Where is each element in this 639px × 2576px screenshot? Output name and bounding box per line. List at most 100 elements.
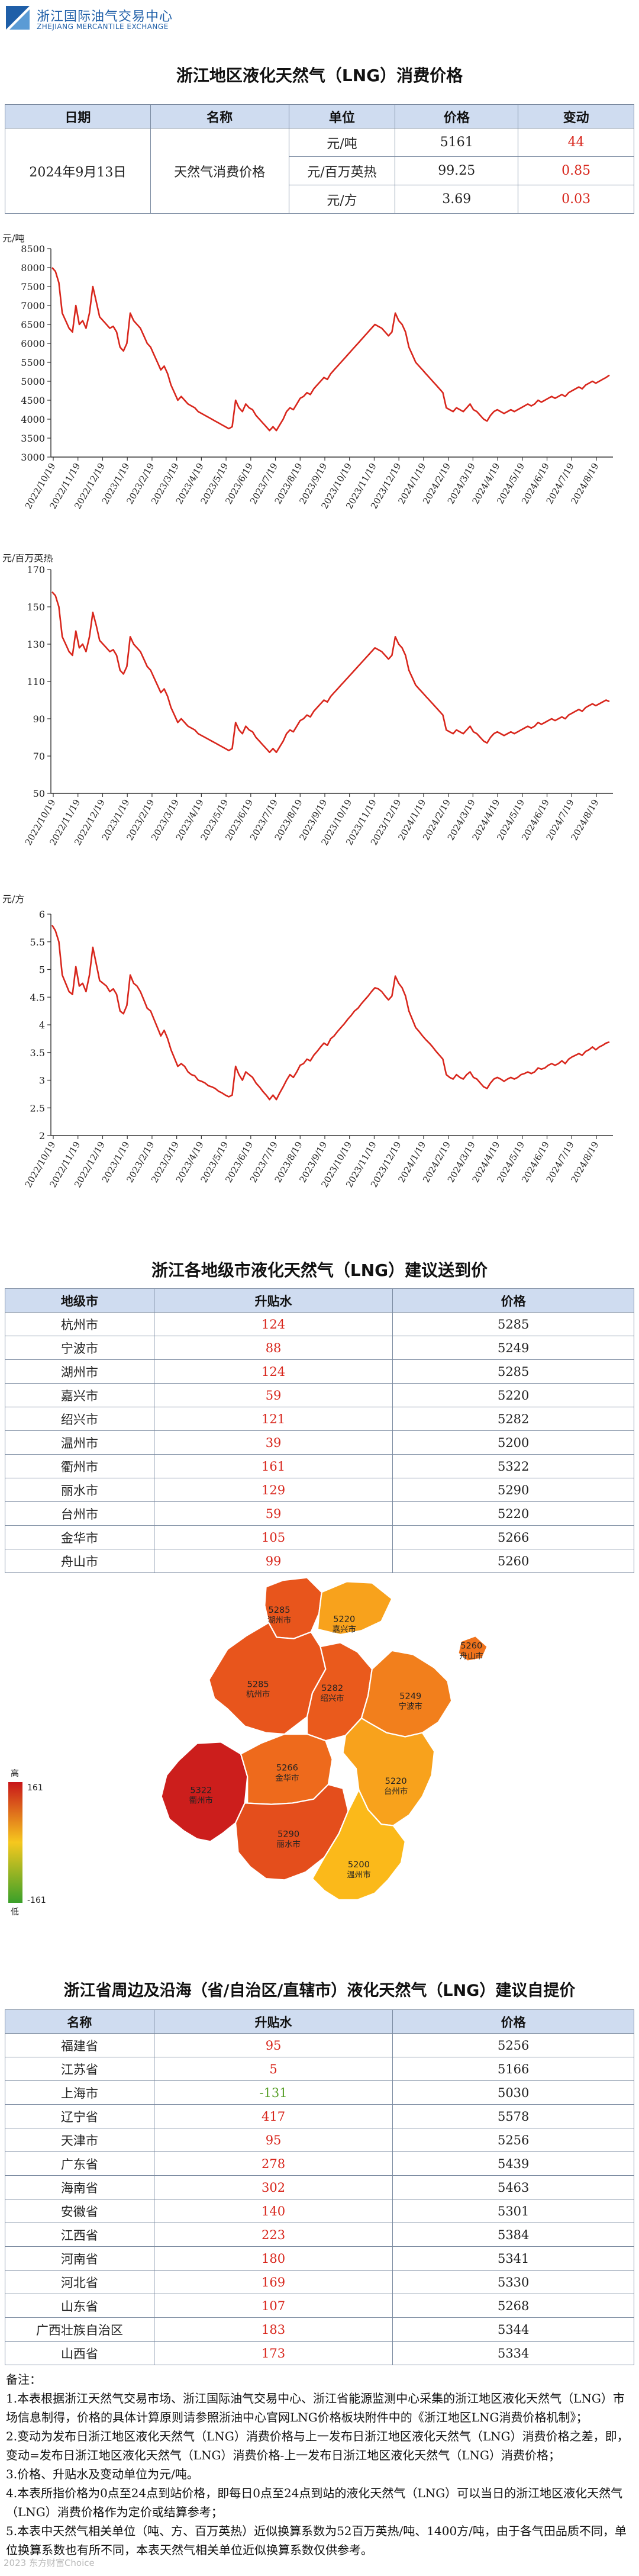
unit-cell: 元/吨 <box>288 128 396 157</box>
legend-min-value: -161 <box>27 1896 46 1905</box>
table-row: 广西壮族自治区 183 5344 <box>5 2317 634 2342</box>
map-region-name: 湖州市 <box>267 1615 291 1625</box>
y-tick-label: 4500 <box>21 395 45 406</box>
legend-low-label: 低 <box>11 1908 19 1917</box>
row-premium-cell: 39 <box>153 1430 393 1455</box>
row-name-cell: 衢州市 <box>5 1454 154 1478</box>
row-premium-cell: 173 <box>153 2341 393 2365</box>
logo-english-name: ZHEJIANG MERCANTILE EXCHANGE <box>37 22 169 31</box>
y-tick-label: 130 <box>27 639 45 650</box>
price-chart-per-ton: 元/吨 3000 3500 4000 4500 5000 5500 6000 6500 7000 7… <box>2 234 613 511</box>
table-row: 山西省 173 5334 <box>5 2341 634 2365</box>
table-row: 江西省 223 5384 <box>5 2223 634 2247</box>
table-row: 2024年9月13日 天然气消费价格 元/吨 5161 44 <box>5 128 634 214</box>
table-row: 福建省 95 5256 <box>5 2033 634 2057</box>
note-item: 1.本表根据浙江天然气交易市场、浙江国际油气交易中心、浙江省能源监测中心采集的浙… <box>6 2391 625 2424</box>
row-name-cell: 嘉兴市 <box>5 1383 154 1407</box>
y-tick-label: 3500 <box>21 433 45 444</box>
map-region <box>311 1788 406 1901</box>
price-name: 天然气消费价格 <box>150 128 289 214</box>
watermark: 2023 东方财富Choice <box>4 2558 95 2568</box>
row-name-cell: 宁波市 <box>5 1336 154 1360</box>
logo-chinese-name: 浙江国际油气交易中心 <box>37 9 173 24</box>
exchange-logo-icon <box>6 6 30 30</box>
y-tick-label: 3000 <box>21 452 45 463</box>
change-cell: 0.85 <box>518 156 634 185</box>
column-header-name: 名称 <box>5 2009 154 2034</box>
row-price-cell: 5578 <box>392 2104 634 2128</box>
row-premium-cell: 99 <box>153 1549 393 1573</box>
row-name-cell: 丽水市 <box>5 1478 154 1502</box>
map-legend: 高 161 -161 低 <box>8 1768 46 1917</box>
row-name-cell: 山东省 <box>5 2294 154 2318</box>
column-header-price: 价格 <box>392 2009 634 2034</box>
map-region-name: 宁波市 <box>399 1701 422 1711</box>
row-premium-cell: 121 <box>153 1407 393 1431</box>
row-name-cell: 绍兴市 <box>5 1407 154 1431</box>
table-row: 金华市 105 5266 <box>5 1525 634 1549</box>
row-price-cell: 5260 <box>392 1549 634 1573</box>
y-tick-label: 4.5 <box>30 992 45 1003</box>
row-price-cell: 5341 <box>392 2246 634 2271</box>
table-row: 嘉兴市 59 5220 <box>5 1383 634 1407</box>
row-name-cell: 杭州市 <box>5 1312 154 1336</box>
row-premium-cell: 129 <box>153 1478 393 1502</box>
price-series-line <box>51 925 610 1101</box>
row-price-cell: 5256 <box>392 2033 634 2057</box>
row-premium-cell: 223 <box>153 2223 393 2247</box>
table-header-row: 名称 升贴水 价格 <box>5 2009 634 2034</box>
price-series-line <box>51 591 610 753</box>
map-region-name: 舟山市 <box>460 1651 483 1661</box>
row-price-cell: 5220 <box>392 1383 634 1407</box>
row-name-cell: 舟山市 <box>5 1549 154 1573</box>
row-name-cell: 辽宁省 <box>5 2104 154 2128</box>
row-price-cell: 5030 <box>392 2080 634 2105</box>
row-name-cell: 广西壮族自治区 <box>5 2317 154 2342</box>
note-item: 5.本表中天然气相关单位（吨、方、百万英热）近似换算系数为52百万英热/吨、14… <box>6 2524 627 2557</box>
row-premium-cell: 5 <box>153 2057 393 2081</box>
price-cell: 5161 <box>395 128 519 157</box>
y-tick-label: 6500 <box>21 319 45 330</box>
table-row: 河南省 180 5341 <box>5 2246 634 2271</box>
column-header-price: 价格 <box>395 104 519 128</box>
map-region-name: 嘉兴市 <box>333 1624 356 1634</box>
y-tick-label: 5 <box>39 964 45 976</box>
row-name-cell: 上海市 <box>5 2080 154 2105</box>
map-region-price: 5322 <box>190 1786 212 1796</box>
row-premium-cell: 59 <box>153 1501 393 1526</box>
row-name-cell: 湖州市 <box>5 1359 154 1384</box>
y-tick-label: 3.5 <box>30 1047 45 1059</box>
y-tick-label: 7500 <box>21 281 45 292</box>
y-tick-label: 4 <box>39 1020 45 1031</box>
map-region <box>160 1741 248 1842</box>
row-name-cell: 江苏省 <box>5 2057 154 2081</box>
change-cell: 44 <box>518 128 634 157</box>
row-price-cell: 5282 <box>392 1407 634 1431</box>
row-price-cell: 5285 <box>392 1312 634 1336</box>
column-header-date: 日期 <box>5 104 151 128</box>
y-tick-label: 3 <box>39 1075 45 1086</box>
column-header-unit: 单位 <box>288 104 396 128</box>
row-price-cell: 5200 <box>392 1430 634 1455</box>
map-region-price: 5220 <box>333 1615 355 1625</box>
table-row: 山东省 107 5268 <box>5 2294 634 2318</box>
row-name-cell: 温州市 <box>5 1430 154 1455</box>
table-row: 湖州市 124 5285 <box>5 1359 634 1384</box>
map-region <box>457 1635 489 1662</box>
table-row: 上海市 -131 5030 <box>5 2080 634 2105</box>
y-axis-unit-label: 元/方 <box>2 893 24 905</box>
column-header-premium: 升贴水 <box>153 2009 393 2034</box>
row-price-cell: 5220 <box>392 1501 634 1526</box>
table-row: 衢州市 161 5322 <box>5 1454 634 1478</box>
map-region-name: 温州市 <box>347 1870 370 1880</box>
row-premium-cell: 95 <box>153 2128 393 2152</box>
column-header-price: 价格 <box>392 1288 634 1313</box>
column-header-name: 名称 <box>150 104 289 128</box>
y-tick-label: 7000 <box>21 300 45 311</box>
row-price-cell: 5256 <box>392 2128 634 2152</box>
y-axis-unit-label: 元/百万英热 <box>2 554 53 564</box>
column-header-change: 变动 <box>518 104 634 128</box>
row-name-cell: 福建省 <box>5 2033 154 2057</box>
unit-cell: 元/方 <box>288 185 396 214</box>
row-premium-cell: 124 <box>153 1312 393 1336</box>
